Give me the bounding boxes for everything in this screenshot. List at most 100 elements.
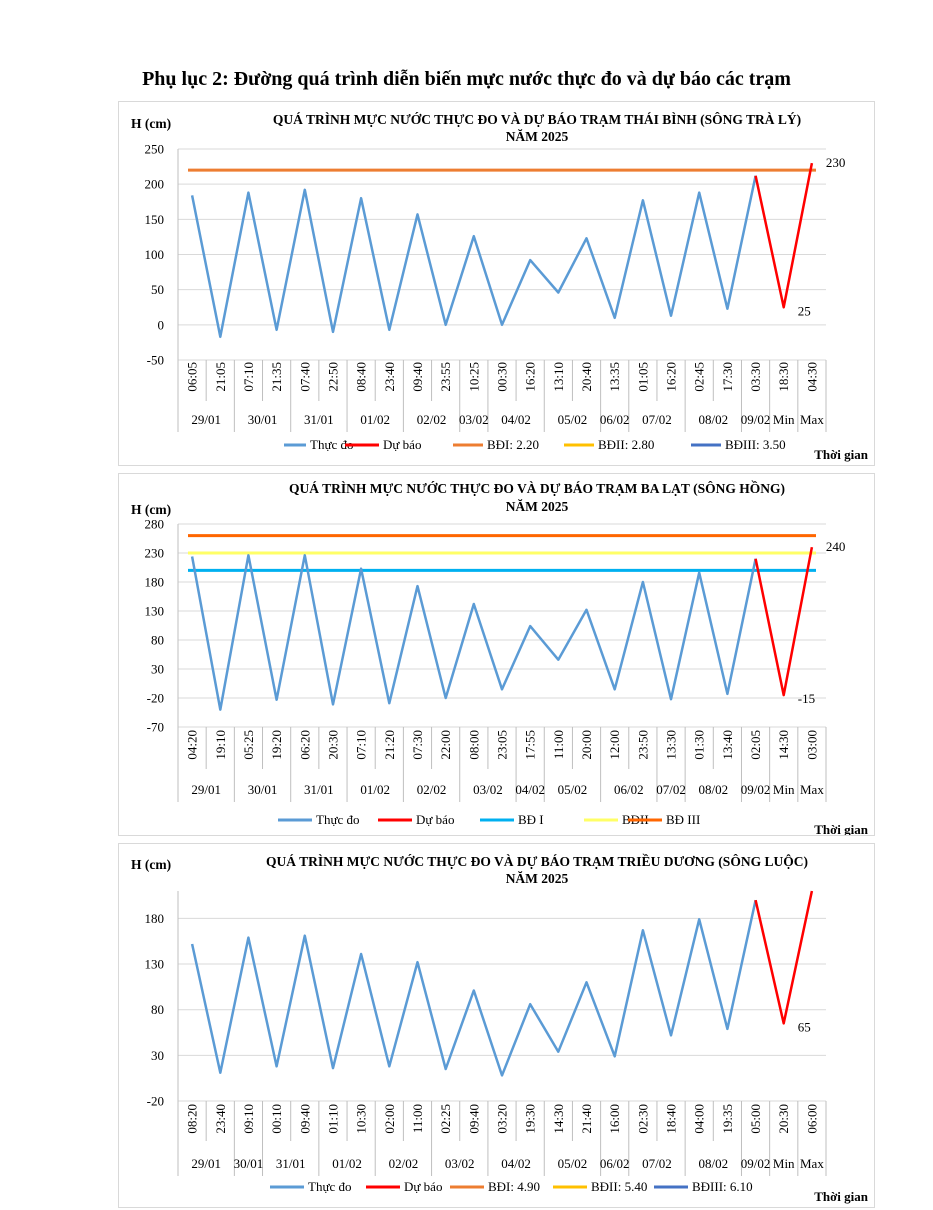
x-tick-label: 23:05: [495, 730, 510, 760]
date-group-label: 07/02: [642, 1156, 672, 1171]
date-group-label: 06/02: [600, 1156, 630, 1171]
date-group-label: 02/02: [389, 1156, 419, 1171]
x-tick-label: 23:50: [635, 730, 650, 760]
date-group-label: Min: [773, 1156, 795, 1171]
legend-label: BĐIII: 3.50: [725, 437, 786, 452]
x-tick-label: 00:10: [269, 1104, 284, 1134]
date-group-label: 07/02: [656, 782, 686, 797]
x-tick-label: 22:50: [325, 362, 340, 392]
y-tick-label: 230: [145, 546, 165, 561]
x-tick-label: 05:00: [748, 1104, 763, 1134]
x-tick-label: 16:20: [664, 362, 679, 392]
observed-series-line: [190, 554, 757, 711]
x-tick-label: 06:05: [185, 362, 200, 392]
observed-series-line: [190, 175, 757, 339]
date-group-label: 04/02: [501, 1156, 531, 1171]
x-tick-label: 04:00: [692, 1104, 707, 1134]
x-tick-label: 12:00: [607, 730, 622, 760]
y-axis-label: H (cm): [131, 502, 171, 517]
data-label: 240: [826, 539, 846, 554]
date-group-label: 04/02: [515, 782, 545, 797]
date-group-label: Max: [800, 1156, 824, 1171]
data-label: 230: [826, 155, 846, 170]
x-tick-label: 23:40: [213, 1104, 228, 1134]
x-tick-label: 07:40: [297, 362, 312, 392]
x-tick-label: 11:00: [410, 1104, 425, 1133]
chart-title: QUÁ TRÌNH MỰC NƯỚC THỰC ĐO VÀ DỰ BÁO TRẠ…: [289, 481, 785, 496]
y-tick-label: 0: [158, 317, 165, 332]
date-group-label: 05/02: [558, 412, 588, 427]
chart-subtitle: NĂM 2025: [506, 871, 569, 886]
data-label: 25: [798, 303, 811, 318]
x-tick-label: 07:30: [410, 730, 425, 760]
y-tick-label: -50: [147, 353, 164, 368]
x-tick-label: 02:05: [748, 730, 763, 760]
date-group-label: 04/02: [501, 412, 531, 427]
date-group-label: 30/01: [248, 782, 278, 797]
date-group-label: 08/02: [698, 1156, 728, 1171]
date-group-label: 08/02: [698, 412, 728, 427]
x-tick-label: 04:30: [804, 362, 819, 392]
date-group-label: Min: [773, 412, 795, 427]
date-group-label: 09/02: [741, 782, 771, 797]
x-tick-label: 13:30: [664, 730, 679, 760]
date-group-label: 05/02: [558, 1156, 588, 1171]
legend-label: BĐ I: [518, 812, 544, 827]
y-tick-label: 30: [151, 662, 164, 677]
legend-label: BĐII: 2.80: [598, 437, 654, 452]
date-group-label: 01/02: [360, 782, 390, 797]
x-tick-label: 10:25: [466, 362, 481, 392]
date-group-label: 08/02: [698, 782, 728, 797]
x-tick-label: 02:00: [382, 1104, 397, 1134]
x-tick-label: 19:30: [523, 1104, 538, 1134]
x-tick-label: 22:00: [438, 730, 453, 760]
date-group-label: 29/01: [191, 1156, 221, 1171]
date-group-label: Max: [800, 782, 824, 797]
x-tick-label: 06:20: [297, 730, 312, 760]
page-title: Phụ lục 2: Đường quá trình diễn biến mực…: [142, 68, 791, 90]
date-group-label: 05/02: [558, 782, 588, 797]
chart-panel-trieu-duong: QUÁ TRÌNH MỰC NƯỚC THỰC ĐO VÀ DỰ BÁO TRẠ…: [118, 843, 875, 1208]
x-tick-label: 21:40: [579, 1104, 594, 1134]
date-group-label: 09/02: [741, 1156, 771, 1171]
legend-label: Dự báo: [416, 812, 454, 827]
x-tick-label: 19:20: [269, 730, 284, 760]
date-group-label: 01/02: [332, 1156, 362, 1171]
x-tick-label: 21:05: [213, 362, 228, 392]
date-group-label: 03/02: [473, 782, 503, 797]
chart-panel-ba-lat: QUÁ TRÌNH MỰC NƯỚC THỰC ĐO VÀ DỰ BÁO TRẠ…: [118, 473, 875, 836]
date-group-label: 02/02: [417, 412, 447, 427]
x-tick-label: 23:40: [382, 362, 397, 392]
date-group-label: 01/02: [360, 412, 390, 427]
x-tick-label: 03:30: [748, 362, 763, 392]
date-group-label: 31/01: [276, 1156, 306, 1171]
x-tick-label: 18:40: [664, 1104, 679, 1134]
y-tick-label: -70: [147, 720, 164, 735]
x-tick-label: 13:10: [551, 362, 566, 392]
legend-label: BĐI: 2.20: [487, 437, 539, 452]
y-tick-label: 280: [145, 517, 165, 532]
data-label: -15: [798, 691, 815, 706]
legend-label: BĐIII: 6.10: [692, 1179, 753, 1194]
legend-label: Dự báo: [404, 1179, 442, 1194]
legend-label: Dự báo: [383, 437, 421, 452]
x-tick-label: 08:20: [185, 1104, 200, 1134]
x-tick-label: 21:20: [382, 730, 397, 760]
chart-subtitle: NĂM 2025: [506, 499, 569, 514]
x-tick-label: 08:40: [354, 362, 369, 392]
x-tick-label: 20:00: [579, 730, 594, 760]
x-tick-label: 04:20: [185, 730, 200, 760]
x-tick-label: 13:35: [607, 362, 622, 392]
x-tick-label: 20:30: [325, 730, 340, 760]
x-axis-label: Thời gian: [814, 447, 869, 462]
x-tick-label: 00:30: [495, 362, 510, 392]
date-group-label: 03/02: [445, 1156, 475, 1171]
x-tick-label: 19:10: [213, 730, 228, 760]
y-tick-label: 80: [151, 633, 164, 648]
x-axis-label: Thời gian: [814, 1189, 869, 1204]
x-tick-label: 09:40: [410, 362, 425, 392]
y-tick-label: 80: [151, 1002, 164, 1017]
y-tick-label: 100: [145, 247, 165, 262]
x-tick-label: 09:40: [466, 1104, 481, 1134]
data-label: 65: [798, 1019, 811, 1034]
